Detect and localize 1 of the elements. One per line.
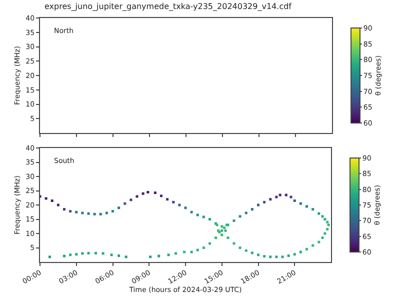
chart-title: expres_juno_jupiter_ganymede_txka-y235_20240329_v14.cdf: [44, 2, 292, 12]
